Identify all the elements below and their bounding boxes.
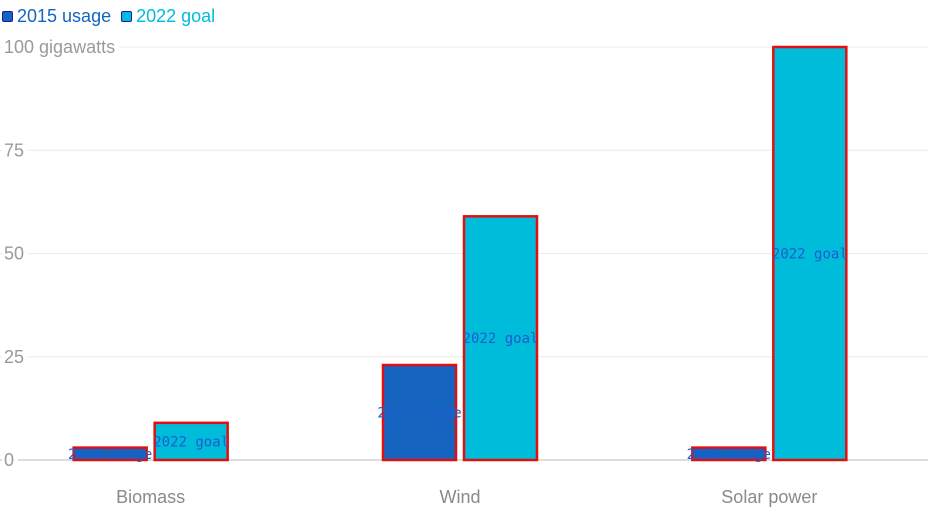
bar-label-solar-power-2015-usage: 2015 usage — [687, 447, 771, 463]
bar-label-biomass-2015-usage: 2015 usage — [68, 447, 152, 463]
tick-label-bg-0 — [2, 449, 19, 469]
bar-label-wind-2015-usage: 2015 usage — [377, 406, 461, 422]
tick-label-bg-75 — [2, 139, 29, 160]
bar-label-solar-power-2022-goal: 2022 goal — [772, 247, 848, 263]
tick-label-bg-25 — [2, 345, 29, 366]
legend-item-2015-usage[interactable]: 2015 usage — [2, 5, 111, 27]
y-tick-label-75: 75 — [4, 140, 24, 160]
tick-label-bg-50 — [2, 242, 29, 263]
x-tick-label-biomass: Biomass — [116, 487, 185, 507]
bar-wind-2015-usage — [381, 363, 458, 462]
legend-swatch-2015-usage — [2, 10, 13, 22]
bar-solar-power-2015-usage — [691, 446, 767, 462]
x-tick-label-wind: Wind — [439, 487, 480, 507]
bar-label-wind-2022-goal: 2022 goal — [463, 331, 539, 347]
y-tick-label-100-gigawatts: 100 gigawatts — [4, 37, 115, 57]
bar-biomass-2022-goal — [153, 421, 229, 462]
legend-label-2022-goal: 2022 goal — [136, 6, 216, 26]
y-tick-label-25: 25 — [4, 347, 24, 367]
legend-label-2015-usage: 2015 usage — [17, 6, 112, 26]
legend: 2015 usage 2022 goal — [2, 5, 215, 27]
bar-solar-power-2022-goal — [772, 45, 848, 462]
bar-wind-2022-goal — [462, 215, 539, 462]
bar-label-biomass-2022-goal: 2022 goal — [153, 434, 229, 450]
bar-biomass-2015-usage — [72, 446, 148, 462]
x-tick-label-solar-power: Solar power — [721, 487, 817, 507]
legend-item-2022-goal[interactable]: 2022 goal — [121, 5, 215, 27]
y-tick-label-0: 0 — [4, 450, 14, 470]
tick-label-bg-100-gigawatts — [2, 36, 120, 56]
y-tick-label-50: 50 — [4, 244, 24, 264]
legend-swatch-2022-goal — [121, 10, 133, 22]
